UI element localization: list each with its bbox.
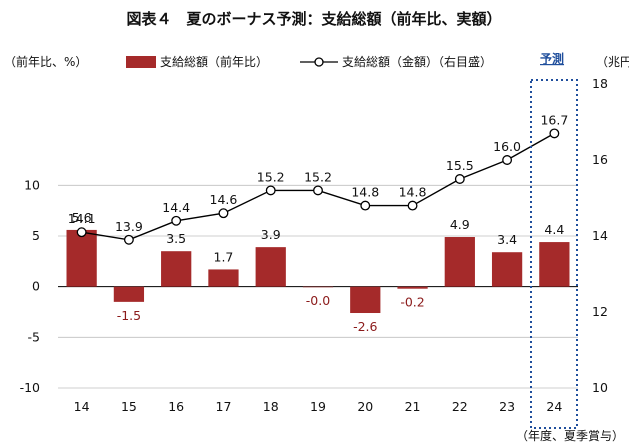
legend-line-label: 支給総額（金額）（右目盛） bbox=[342, 54, 492, 69]
bar-17 bbox=[208, 269, 239, 287]
x-tick-24: 24 bbox=[546, 399, 562, 414]
line-label-20: 14.8 bbox=[351, 185, 379, 200]
bar-24 bbox=[539, 242, 570, 287]
left-tick-0: 10 bbox=[24, 177, 40, 192]
line-point-16 bbox=[171, 215, 182, 226]
bar-label-24: 4.4 bbox=[544, 222, 564, 237]
right-tick-0: 18 bbox=[592, 76, 608, 91]
left-tick-1: 5 bbox=[32, 228, 40, 243]
line-label-19: 15.2 bbox=[304, 169, 332, 184]
line-point-23 bbox=[502, 155, 513, 165]
bar-21 bbox=[397, 286, 428, 289]
chart-title: 図表４ 夏のボーナス予測：支給総額（前年比、実額） bbox=[126, 10, 501, 28]
line-label-15: 13.9 bbox=[115, 219, 143, 234]
left-tick-2: 0 bbox=[32, 279, 40, 294]
bar-label-17: 1.7 bbox=[214, 249, 234, 264]
line-point-19 bbox=[313, 185, 323, 196]
x-tick-15: 15 bbox=[121, 399, 137, 414]
x-tick-21: 21 bbox=[405, 399, 421, 414]
line-label-17: 14.6 bbox=[210, 192, 238, 207]
bar-14 bbox=[66, 229, 97, 287]
left-tick-3: -5 bbox=[28, 329, 40, 344]
line-label-14: 14.1 bbox=[68, 211, 96, 226]
bar-16 bbox=[161, 251, 192, 287]
right-tick-3: 12 bbox=[592, 304, 608, 319]
bar-18 bbox=[255, 247, 286, 287]
bar-label-22: 4.9 bbox=[450, 217, 470, 232]
bar-15 bbox=[113, 286, 145, 302]
right-axis-label: （兆円） bbox=[596, 55, 629, 69]
bar-label-16: 3.5 bbox=[166, 231, 186, 246]
line-point-22 bbox=[454, 174, 465, 184]
legend-bar-label: 支給総額（前年比） bbox=[160, 54, 268, 69]
line-point-17 bbox=[218, 208, 229, 219]
bar-23 bbox=[491, 252, 523, 287]
x-tick-23: 23 bbox=[499, 399, 515, 414]
x-tick-20: 20 bbox=[357, 399, 373, 414]
bar-label-19: -0.0 bbox=[306, 293, 330, 308]
bar-label-18: 3.9 bbox=[261, 227, 281, 242]
right-tick-4: 10 bbox=[592, 380, 608, 395]
line-point-20 bbox=[360, 200, 371, 211]
left-axis-label: （前年比、%） bbox=[4, 54, 87, 69]
line-point-15 bbox=[123, 234, 134, 245]
bar-label-14: 5.6 bbox=[72, 210, 92, 225]
bar-19 bbox=[302, 286, 334, 288]
line-point-14 bbox=[76, 227, 87, 238]
legend-line-marker bbox=[314, 57, 324, 67]
line-label-24: 16.7 bbox=[540, 112, 568, 127]
bar-label-21: -0.2 bbox=[400, 295, 424, 310]
line-point-18 bbox=[265, 185, 276, 196]
line-point-21 bbox=[407, 200, 418, 211]
x-tick-19: 19 bbox=[310, 399, 326, 414]
plot-area: 10 5 0 -5 -10 18 16 14 12 10 5.6 -1.5 3.5 1.7 3.9 -0.0 -… bbox=[20, 76, 608, 414]
forecast-label: 予測 bbox=[540, 51, 564, 66]
line-label-23: 16.0 bbox=[493, 139, 521, 154]
left-tick-4: -10 bbox=[20, 380, 40, 395]
x-tick-16: 16 bbox=[168, 399, 184, 414]
bar-20 bbox=[350, 286, 381, 314]
bar-22 bbox=[444, 237, 475, 287]
line-label-18: 15.2 bbox=[257, 169, 285, 184]
right-tick-2: 14 bbox=[592, 228, 608, 243]
x-axis-label: （年度、夏季賞与） bbox=[516, 428, 624, 443]
line-point-24 bbox=[549, 128, 560, 139]
bar-label-15: -1.5 bbox=[117, 308, 141, 323]
forecast-box bbox=[530, 79, 578, 429]
right-tick-1: 16 bbox=[592, 152, 608, 167]
x-tick-17: 17 bbox=[216, 399, 232, 414]
line-label-21: 14.8 bbox=[399, 185, 427, 200]
x-tick-14: 14 bbox=[74, 399, 90, 414]
x-tick-22: 22 bbox=[452, 399, 468, 414]
bar-label-23: 3.4 bbox=[497, 232, 517, 247]
bar-label-20: -2.6 bbox=[353, 319, 377, 334]
x-tick-18: 18 bbox=[263, 399, 279, 414]
legend-bar-swatch bbox=[126, 56, 156, 68]
line-label-22: 15.5 bbox=[446, 158, 474, 173]
line-label-16: 14.4 bbox=[162, 200, 190, 215]
